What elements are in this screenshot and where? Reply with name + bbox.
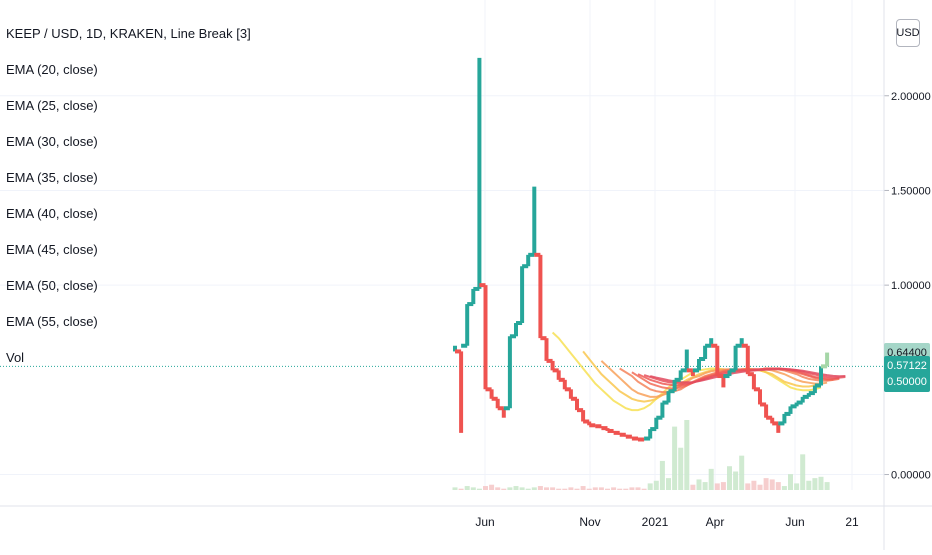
volume-bar <box>458 488 464 490</box>
volume-bar <box>794 483 800 490</box>
legend-vol[interactable]: Vol <box>6 350 25 365</box>
volume-bar <box>653 480 659 490</box>
y-tick-label: 2.00000 <box>891 91 931 103</box>
volume-bar <box>483 486 488 490</box>
volume-bar <box>696 479 702 490</box>
volume-bar <box>489 484 495 490</box>
volume-bar <box>550 487 556 490</box>
volume-bar <box>769 479 775 490</box>
volume-bar <box>812 478 818 490</box>
volume-bar <box>605 488 610 490</box>
volume-bar <box>537 486 543 490</box>
ema-line <box>582 350 822 403</box>
legend-ema-35[interactable]: EMA (35, close) <box>6 170 98 185</box>
legend: KEEP / USD, 1D, KRAKEN, Line Break [3] E… <box>6 24 251 384</box>
volume-bar <box>684 420 690 490</box>
volume-bar <box>757 484 763 490</box>
volume-bar <box>513 486 519 490</box>
ema-line <box>643 367 846 385</box>
volume-bar <box>501 488 507 490</box>
ema-line <box>551 331 822 412</box>
volume-bar <box>556 488 562 490</box>
legend-ema-30[interactable]: EMA (30, close) <box>6 134 98 149</box>
volume-bar <box>806 480 812 490</box>
x-tick-label: Jun <box>785 515 804 529</box>
volume-bar <box>611 487 617 490</box>
y-tick-label: 0.00000 <box>891 470 931 482</box>
legend-ema-40[interactable]: EMA (40, close) <box>6 206 98 221</box>
volume-bar <box>586 488 592 490</box>
x-tick-label: Apr <box>706 515 725 529</box>
legend-ema-25[interactable]: EMA (25, close) <box>6 98 98 113</box>
volume-bar <box>678 447 684 490</box>
volume-bar <box>531 487 537 490</box>
volume-bar <box>544 487 549 490</box>
volume-bar <box>525 488 531 490</box>
legend-ema-50[interactable]: EMA (50, close) <box>6 278 98 293</box>
x-tick-label: Nov <box>579 515 600 529</box>
volume-bar <box>745 483 751 490</box>
volume-bar <box>720 482 726 490</box>
volume-bar <box>800 454 806 490</box>
y-tick-label: 1.00000 <box>891 280 931 292</box>
volume-bar <box>580 486 586 490</box>
volume-bar <box>623 488 629 490</box>
volume-bar <box>574 488 580 490</box>
volume-bar <box>788 474 793 490</box>
volume-bar <box>476 488 482 490</box>
volume-bar <box>629 487 635 490</box>
volume-bars <box>452 420 830 490</box>
volume-bar <box>641 488 647 490</box>
volume-bar <box>727 466 732 490</box>
volume-bar <box>690 484 696 490</box>
volume-bar <box>647 483 653 490</box>
ema-line <box>600 360 828 398</box>
volume-bar <box>672 426 678 490</box>
grid <box>0 0 884 490</box>
volume-bar <box>763 478 769 490</box>
volume-bar <box>818 476 824 490</box>
volume-bar <box>592 487 598 490</box>
volume-bar <box>568 487 574 490</box>
volume-bar <box>666 478 671 490</box>
volume-bar <box>635 487 641 490</box>
currency-button[interactable]: USD <box>896 19 920 47</box>
volume-bar <box>781 486 787 490</box>
volume-bar <box>708 468 714 490</box>
volume-bar <box>519 487 525 490</box>
volume-bar <box>617 488 623 490</box>
y-tick-label: 1.50000 <box>891 185 931 197</box>
volume-bar <box>452 487 458 490</box>
legend-ema-55[interactable]: EMA (55, close) <box>6 314 98 329</box>
volume-bar <box>824 482 830 490</box>
legend-ema-45[interactable]: EMA (45, close) <box>6 242 98 257</box>
line-break-series <box>453 57 830 442</box>
volume-bar <box>464 486 470 490</box>
x-tick-label: 21 <box>845 515 859 529</box>
volume-bar <box>507 487 513 490</box>
x-tick-label: Jun <box>475 515 494 529</box>
volume-bar <box>562 488 568 490</box>
last-price-badge: 0.57122 <box>884 356 930 377</box>
volume-bar <box>739 455 745 490</box>
hidden-price-badge: 0.50000 <box>884 372 930 393</box>
volume-bar <box>470 487 476 490</box>
volume-bar <box>775 482 781 490</box>
x-tick-label: 2021 <box>642 515 669 529</box>
volume-bar <box>751 480 757 490</box>
legend-title[interactable]: KEEP / USD, 1D, KRAKEN, Line Break [3] <box>6 26 251 41</box>
volume-bar <box>733 471 739 490</box>
volume-bar <box>598 487 604 490</box>
volume-bar <box>714 483 720 490</box>
legend-ema-20[interactable]: EMA (20, close) <box>6 62 98 77</box>
volume-bar <box>495 487 501 490</box>
volume-bar <box>702 482 708 490</box>
volume-bar <box>659 460 665 490</box>
